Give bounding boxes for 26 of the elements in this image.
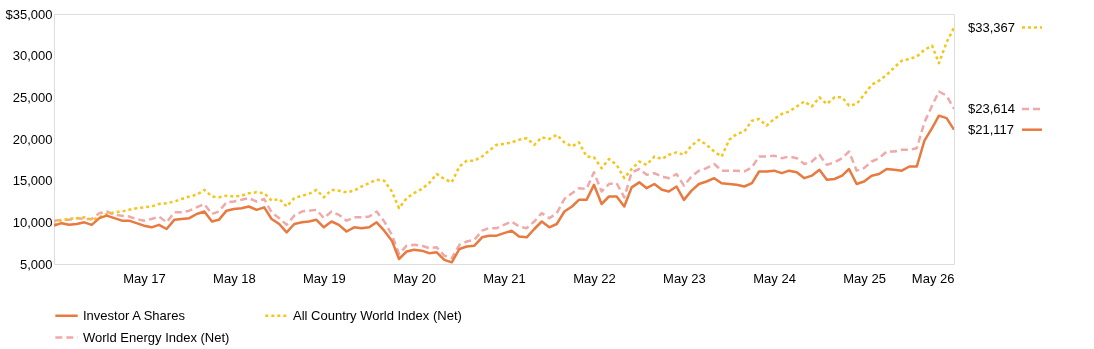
x-tick-label: May 26 xyxy=(911,270,955,286)
x-tick-label: May 19 xyxy=(303,270,346,286)
legend-label: All Country World Index (Net) xyxy=(293,307,462,323)
y-tick-label: 5,000 xyxy=(19,256,53,272)
line-series xyxy=(54,114,954,264)
x-tick-label: May 22 xyxy=(573,270,616,286)
legend-label: Investor A Shares xyxy=(83,307,186,323)
line-series xyxy=(54,90,954,260)
x-tick-label: May 25 xyxy=(843,270,886,286)
x-tick-label: May 17 xyxy=(123,270,166,286)
line-series xyxy=(54,26,954,227)
y-tick-label: $35,000 xyxy=(5,6,53,22)
legend-label: World Energy Index (Net) xyxy=(83,329,230,345)
y-tick-label: 30,000 xyxy=(12,48,53,64)
y-tick-label: 20,000 xyxy=(12,131,53,147)
y-tick-label: 10,000 xyxy=(12,214,53,230)
y-tick-label: 15,000 xyxy=(12,173,53,189)
x-tick-label: May 21 xyxy=(483,270,526,286)
x-tick-label: May 20 xyxy=(393,270,436,286)
data-label: $23,614 xyxy=(968,100,1015,116)
x-tick-label: May 24 xyxy=(753,270,796,286)
x-tick-label: May 23 xyxy=(663,270,706,286)
data-label: $21,117 xyxy=(968,121,1015,137)
y-tick-label: 25,000 xyxy=(12,89,53,105)
x-tick-label: May 18 xyxy=(213,270,256,286)
data-label: $33,367 xyxy=(968,19,1015,35)
